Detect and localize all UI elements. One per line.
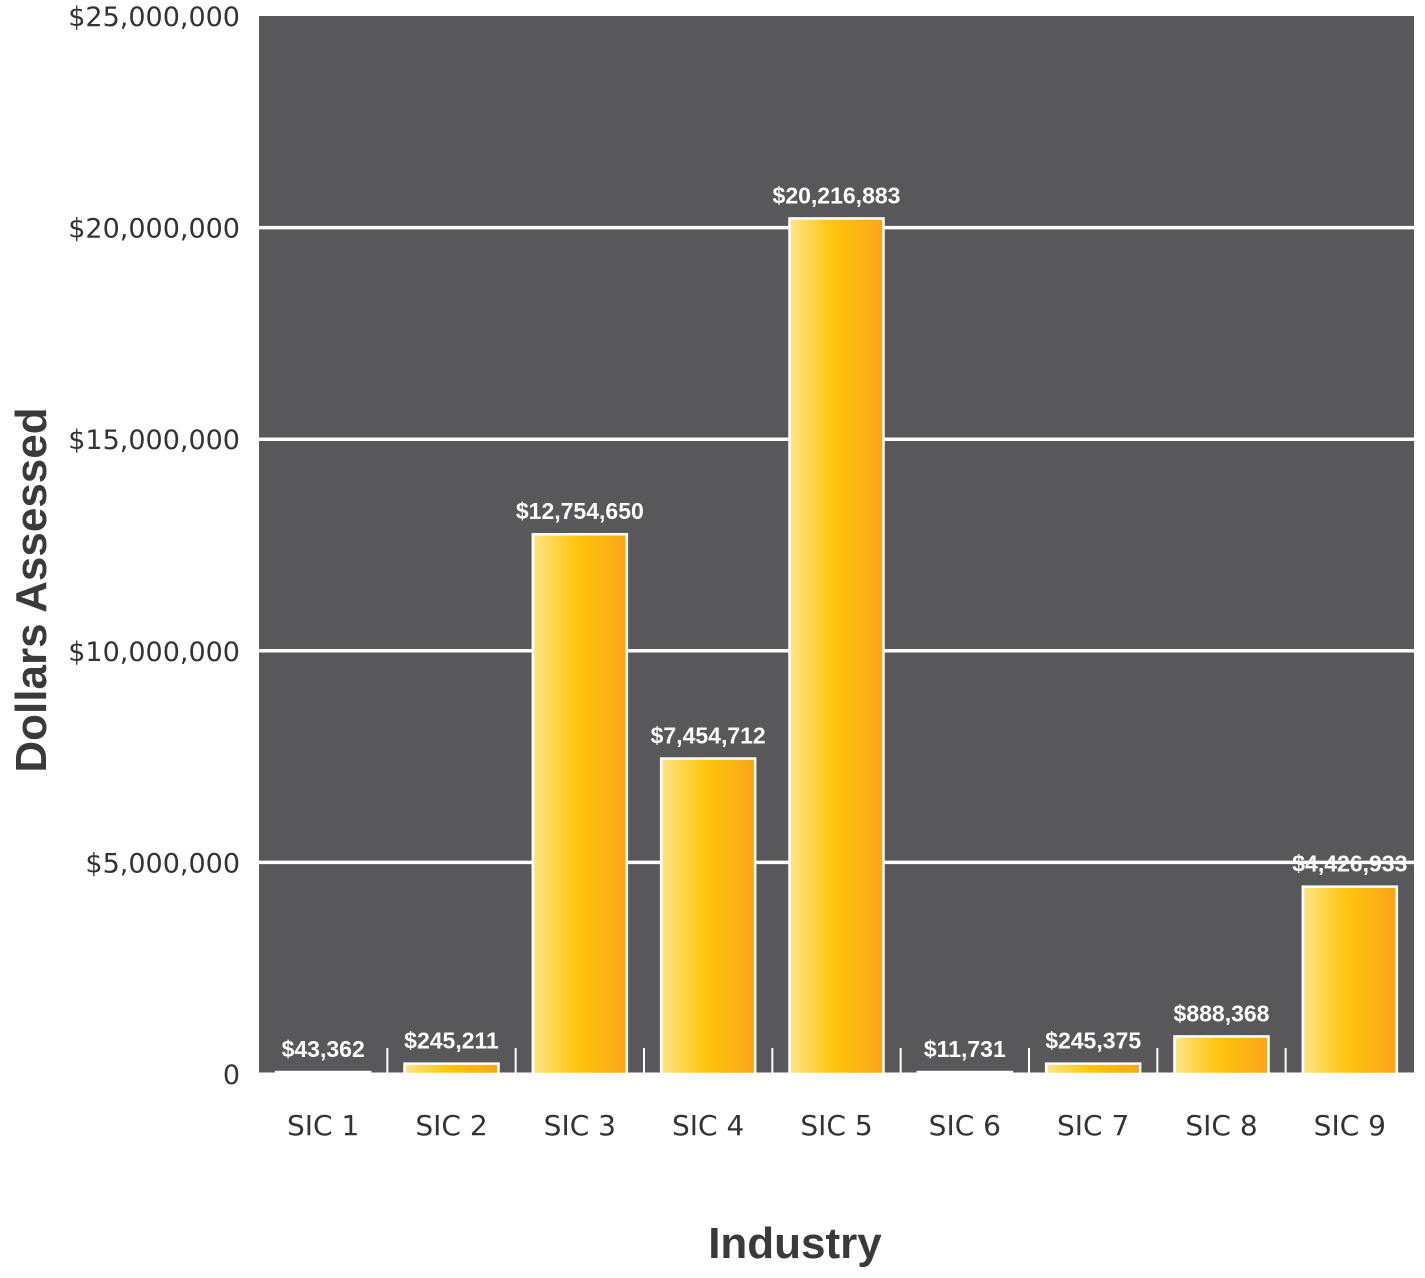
x-tick-label: SIC 4 [672,1109,744,1142]
bar-value-label: $4,426,933 [1292,851,1407,877]
x-axis-title: Industry [708,1219,882,1268]
bar-value-label: $20,216,883 [773,182,901,208]
x-tick-label: SIC 3 [544,1109,616,1142]
y-tick-label: 0 [223,1060,240,1091]
y-tick-label: $15,000,000 [68,425,240,456]
y-tick-label: $5,000,000 [85,848,240,879]
bar-value-label: $11,731 [924,1036,1006,1062]
y-axis-title: Dollars Assessed [7,407,56,772]
bar-value-label: $7,454,712 [651,723,766,749]
x-tick-label: SIC 1 [287,1109,359,1142]
y-tick-label: $20,000,000 [68,214,240,245]
bar-value-label: $245,375 [1045,1028,1141,1054]
y-tick-label: $25,000,000 [68,2,240,33]
bar-value-label: $888,368 [1174,1000,1270,1026]
bar-value-label: $43,362 [282,1036,365,1062]
x-tick-label: SIC 2 [415,1109,487,1142]
x-tick-label: SIC 9 [1314,1109,1386,1142]
x-tick-label: SIC 6 [929,1109,1001,1142]
x-tick-label: SIC 7 [1057,1109,1129,1142]
bars [274,217,1399,1076]
bar [916,1070,1014,1076]
bar [1301,885,1399,1076]
x-tick-label: SIC 5 [800,1109,872,1142]
bar-value-labels: $43,362 $245,211 $12,754,650 $7,454,712 $20,… [282,182,1408,1062]
bar [659,757,757,1076]
bar [788,217,885,1076]
y-axis-ticks: 0 $5,000,000 $10,000,000 $15,000,000 $20,000… [68,2,240,1091]
bar [1173,1035,1270,1076]
bar [1044,1062,1142,1076]
bar-value-label: $12,754,650 [516,498,644,524]
bar-value-label: $245,211 [404,1028,499,1054]
x-axis-ticks: SIC 1 SIC 2 SIC 3 SIC 4 SIC 5 SIC 6 SIC 7 SIC 8… [287,1109,1386,1142]
x-tick-label: SIC 8 [1185,1109,1257,1142]
bar [274,1070,372,1076]
bar [403,1062,500,1076]
bar [531,532,629,1076]
y-tick-label: $10,000,000 [68,637,240,668]
